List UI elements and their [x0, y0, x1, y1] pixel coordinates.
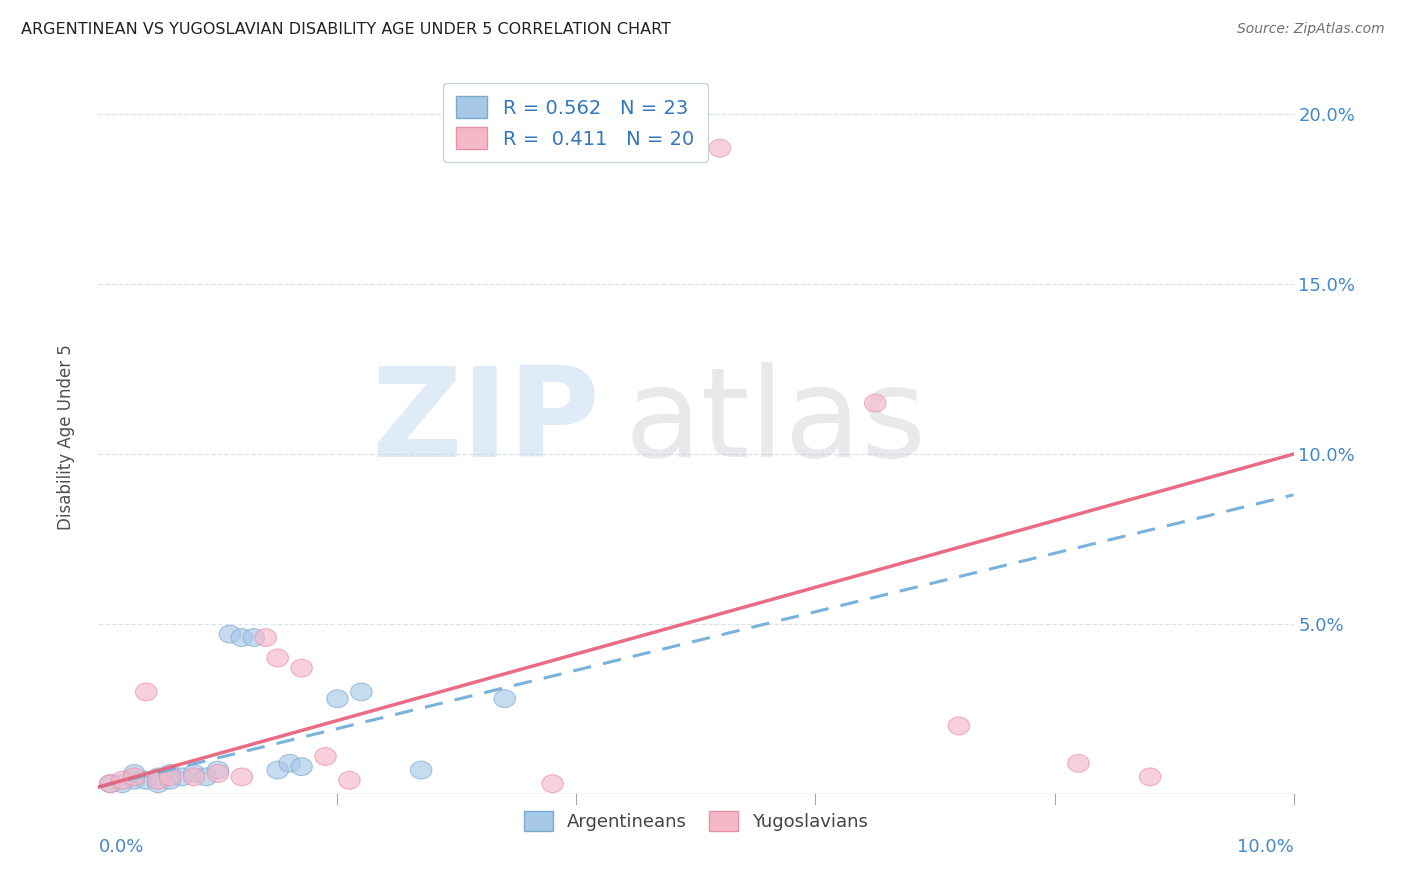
Ellipse shape	[195, 768, 217, 786]
Ellipse shape	[207, 761, 229, 779]
Ellipse shape	[315, 747, 336, 765]
Ellipse shape	[494, 690, 516, 707]
Ellipse shape	[207, 764, 229, 782]
Y-axis label: Disability Age Under 5: Disability Age Under 5	[56, 344, 75, 530]
Ellipse shape	[339, 772, 360, 789]
Ellipse shape	[135, 772, 157, 789]
Ellipse shape	[709, 139, 731, 157]
Ellipse shape	[148, 768, 169, 786]
Ellipse shape	[159, 772, 181, 789]
Text: ARGENTINEAN VS YUGOSLAVIAN DISABILITY AGE UNDER 5 CORRELATION CHART: ARGENTINEAN VS YUGOSLAVIAN DISABILITY AG…	[21, 22, 671, 37]
Ellipse shape	[243, 629, 264, 647]
Ellipse shape	[111, 775, 134, 793]
Ellipse shape	[148, 775, 169, 793]
Ellipse shape	[350, 683, 373, 701]
Ellipse shape	[1139, 768, 1161, 786]
Ellipse shape	[231, 768, 253, 786]
Text: ZIP: ZIP	[371, 362, 600, 483]
Text: 10.0%: 10.0%	[1237, 838, 1294, 856]
Ellipse shape	[172, 768, 193, 786]
Ellipse shape	[100, 775, 121, 793]
Ellipse shape	[135, 683, 157, 701]
Legend: Argentineans, Yugoslavians: Argentineans, Yugoslavians	[517, 804, 875, 838]
Ellipse shape	[231, 629, 253, 647]
Ellipse shape	[541, 775, 564, 793]
Ellipse shape	[291, 659, 312, 677]
Ellipse shape	[267, 649, 288, 667]
Ellipse shape	[183, 764, 205, 782]
Ellipse shape	[1067, 755, 1090, 772]
Ellipse shape	[865, 394, 886, 412]
Ellipse shape	[948, 717, 970, 735]
Ellipse shape	[124, 764, 145, 782]
Ellipse shape	[326, 690, 349, 707]
Ellipse shape	[291, 758, 312, 776]
Ellipse shape	[254, 629, 277, 647]
Ellipse shape	[148, 772, 169, 789]
Ellipse shape	[267, 761, 288, 779]
Ellipse shape	[278, 755, 301, 772]
Ellipse shape	[183, 768, 205, 786]
Ellipse shape	[411, 761, 432, 779]
Text: 0.0%: 0.0%	[98, 838, 143, 856]
Text: Source: ZipAtlas.com: Source: ZipAtlas.com	[1237, 22, 1385, 37]
Ellipse shape	[159, 764, 181, 782]
Ellipse shape	[100, 775, 121, 793]
Ellipse shape	[111, 772, 134, 789]
Ellipse shape	[124, 768, 145, 786]
Ellipse shape	[219, 625, 240, 643]
Ellipse shape	[159, 768, 181, 786]
Ellipse shape	[124, 772, 145, 789]
Text: atlas: atlas	[624, 362, 927, 483]
